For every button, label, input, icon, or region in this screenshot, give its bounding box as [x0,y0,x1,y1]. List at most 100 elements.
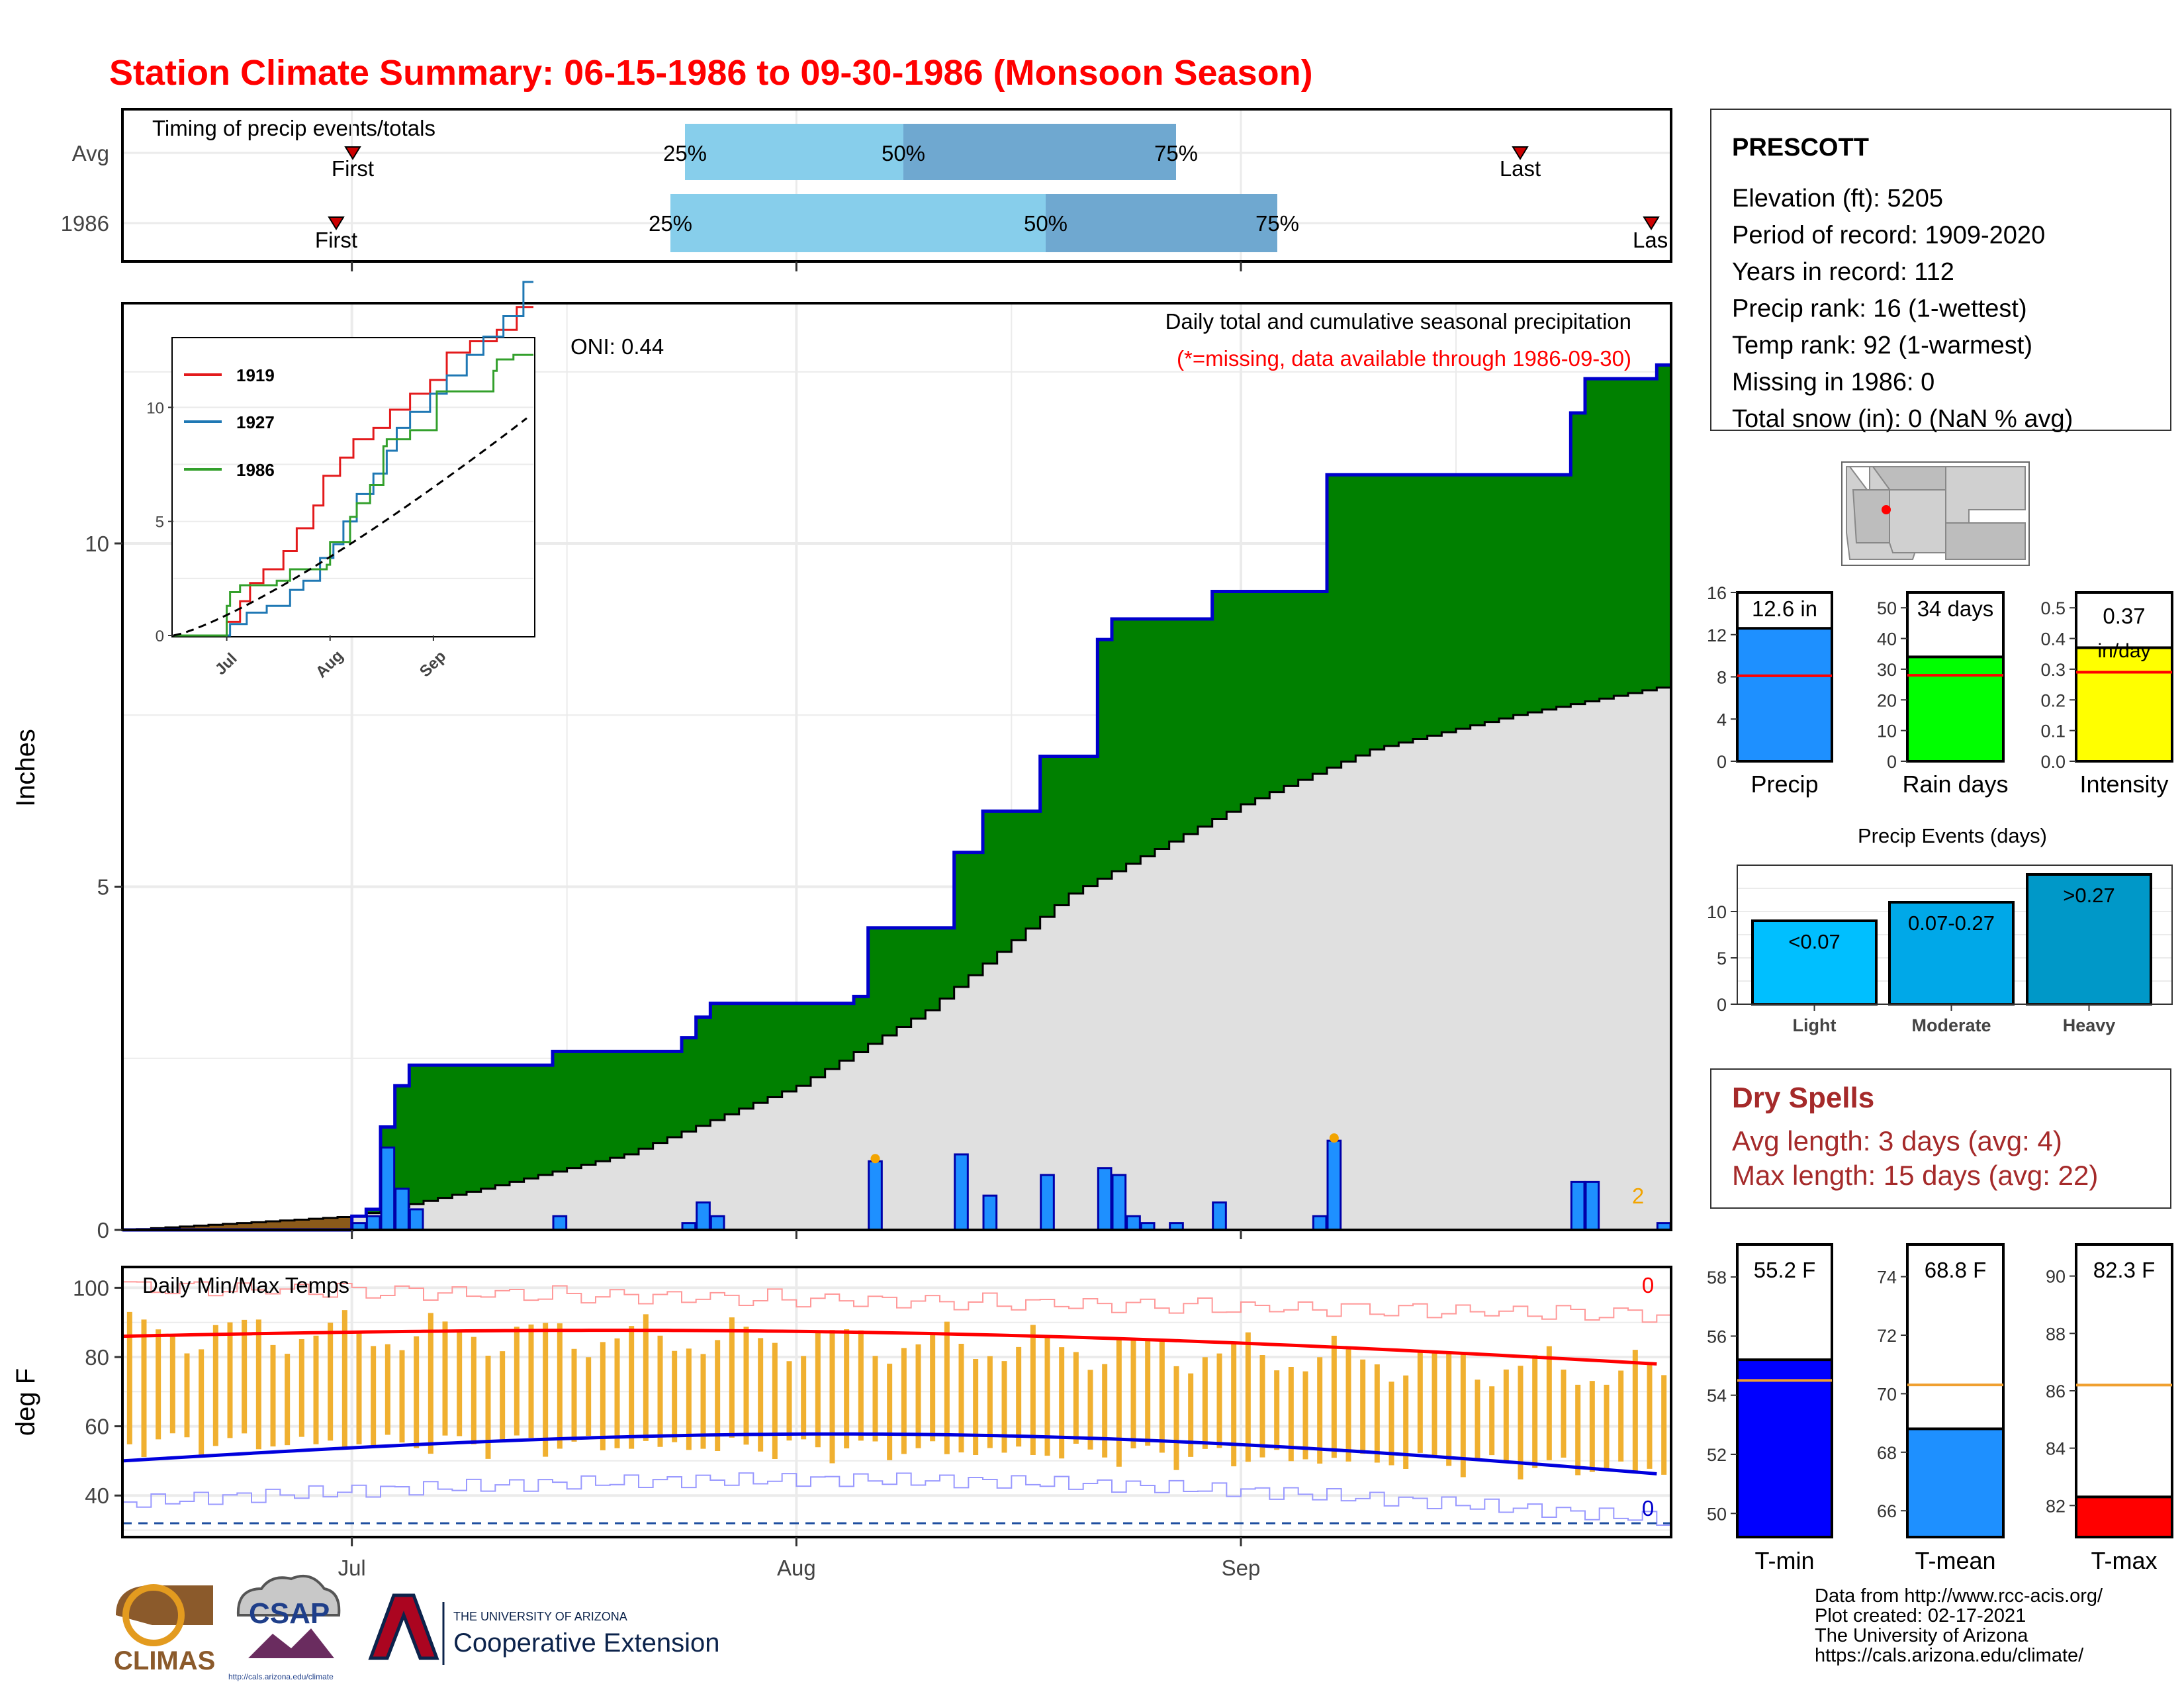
events-frame [1737,865,2173,1005]
summary-bars: 0 4 8 12 16 12.6 in Precip 0 10 20 30 40 50 34 days Ra… [1707,583,2173,798]
timing-panel: Timing of precip events/totals 25% 50% 75%… [61,108,1672,271]
climas-logo-text: CLIMAS [114,1646,215,1675]
dry-spells-avg: Avg length: 3 days (avg: 4) [1732,1125,2062,1156]
missing-count: 2 [1632,1184,1644,1208]
summary-tick-label: 0 [1887,752,1897,772]
climas-logo-shape [116,1585,213,1625]
timing-pct-avg: 75% [1154,141,1198,165]
timing-bar-1986-q2 [1046,194,1277,252]
summary-tick-label: 0 [1717,752,1727,772]
summary-tick-label: 10 [1877,722,1897,741]
station-line: Years in record: 112 [1732,258,1954,286]
page-title: Station Climate Summary: 06-15-1986 to 0… [109,53,1313,93]
events-y-tick-label: 10 [1707,902,1727,922]
main-chart-title: Daily total and cumulative seasonal prec… [1165,309,1631,334]
summary-tick-label: 30 [1877,660,1897,680]
max-precip-marker [1329,1133,1339,1143]
events-category-label: Moderate [1911,1015,1991,1035]
temp-summary-tick-label: 50 [1707,1504,1727,1524]
temp-summary-name: T-mean [1915,1547,1995,1574]
oni-label: ONI: 0.44 [570,334,664,359]
daily-precip-bar [1097,1167,1113,1231]
ua-logo-big-text: Cooperative Extension [453,1628,719,1658]
events-category-label: Light [1793,1015,1837,1035]
climas-logo: CLIMAS [114,1584,215,1675]
month-label: Aug [777,1556,816,1580]
inset-line-1927 [173,281,533,637]
timing-bar-avg-q1 [685,124,903,180]
temp-summary-tick-label: 90 [2046,1267,2066,1287]
climas-logo-sun [122,1584,185,1646]
events-bar-label: <0.07 [1788,930,1840,953]
temp-y-tick-label: 60 [85,1415,109,1439]
inset-average-line [173,417,527,637]
timing-pct-1986: 25% [649,211,692,236]
summary-value-label: 12.6 in [1752,596,1817,621]
main-precip-panel: 0 5 10 Daily total and cumulative seasonal… [11,302,1672,1243]
summary-tick-label: 0.1 [2040,722,2066,741]
daily-precip-bar [1570,1180,1586,1231]
legend-1986: 1986 [236,460,275,480]
inset-frame [171,337,535,637]
timing-marker [328,216,345,230]
csap-logo-url: http://cals.arizona.edu/climate [228,1672,334,1681]
precip-events-panel: Precip Events (days) <0.07 Light 0.07-0.27… [1707,824,2173,1035]
map-ocean-gap [1848,466,1870,495]
timing-pct-avg: 25% [663,141,707,165]
footer-credit-line: Data from http://www.rcc-acis.org/ [1815,1585,2103,1607]
daily-precip-bar [1212,1201,1227,1231]
events-bar-light [1751,919,1878,1006]
summary-value-label: 34 days [1917,596,1994,621]
map-new-mexico [1889,489,1946,553]
record-low-line [122,1472,1671,1526]
temp-summary-tick-label: 54 [1707,1386,1727,1406]
average-cumulative-area [122,687,1671,1230]
footer-credits: Data from http://www.rcc-acis.org/Plot c… [1815,1585,2103,1666]
legend-1927: 1927 [236,412,275,432]
events-y-tick-label: 0 [1717,995,1727,1015]
station-location-dot [1882,505,1891,514]
csap-logo: CSAP http://cals.arizona.edu/climate [228,1575,341,1681]
temp-summary-tick-label: 86 [2046,1382,2066,1401]
events-category-label: Heavy [2063,1015,2116,1035]
csap-logo-cloud [236,1575,341,1617]
average-max-line [122,1329,1657,1366]
missing-note: (*=missing, data available through 1986-… [1177,346,1631,371]
station-line: Elevation (ft): 5205 [1732,185,1943,212]
temp-summary-tick-label: 52 [1707,1445,1727,1465]
temp-summary-tick-label: 58 [1707,1268,1727,1288]
summary-tick-label: 12 [1707,626,1727,645]
summary-name: Intensity [2079,771,2168,798]
record-high-line [122,1281,1671,1323]
summary-tick-label: 8 [1717,668,1727,688]
legend-1919: 1919 [236,365,275,385]
summary-tick-label: 0.4 [2040,630,2066,649]
station-line: Precip rank: 16 (1-wettest) [1732,295,2027,323]
summary-tick-label: 4 [1717,710,1727,729]
main-y-tick-label: 5 [97,874,109,899]
temp-y-label: deg F [11,1368,40,1436]
dry-spells-max: Max length: 15 days (avg: 22) [1732,1160,2098,1191]
summary-tick-label: 0.5 [2040,598,2066,618]
temp-title: Daily Min/Max Temps [142,1273,349,1297]
month-label: Jul [338,1556,366,1580]
temp-summary-tick-label: 56 [1707,1327,1727,1346]
inset-line-1919 [173,306,533,637]
timing-marker [1643,216,1660,230]
station-name: PRESCOTT [1732,134,1869,162]
events-y-tick-label: 5 [1717,949,1727,968]
temp-summary-value-label: 68.8 F [1925,1258,1987,1282]
daily-precip-bar [380,1147,396,1231]
inset-legend: 1919 1927 1986 [184,365,275,480]
temp-summary-bar-2 [2075,1495,2173,1538]
daily-precip-bar [709,1215,725,1231]
inset-y-tick-label: 0 [156,628,164,645]
station-line: Total snow (in): 0 (NaN % avg) [1732,405,2073,433]
temp-summary-bar-0 [1736,1358,1833,1538]
ua-logo-small-text: THE UNIVERSITY OF ARIZONA [453,1610,627,1623]
summary-bar-2 [2075,646,2173,763]
temp-max-count: 0 [1642,1273,1654,1297]
summary-tick-label: 20 [1877,690,1897,710]
